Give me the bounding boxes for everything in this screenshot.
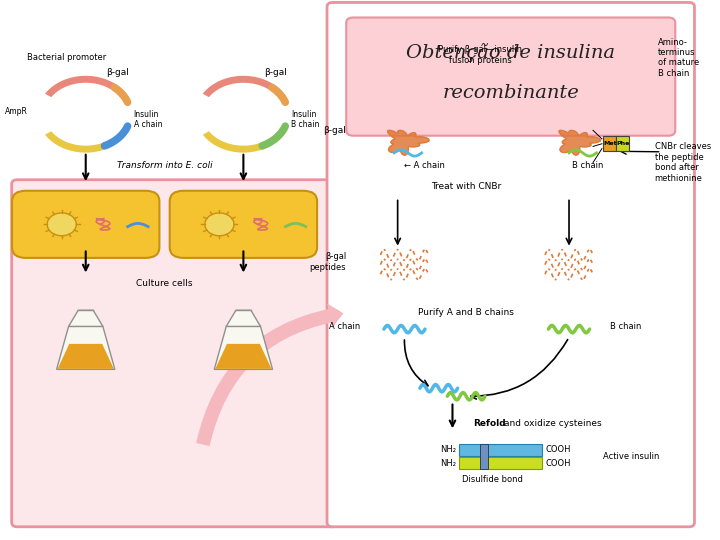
- Text: Phe: Phe: [616, 141, 629, 146]
- Text: ← A chain: ← A chain: [405, 161, 446, 170]
- Polygon shape: [559, 130, 600, 155]
- Text: COOH: COOH: [545, 459, 570, 468]
- Text: Active insulin: Active insulin: [603, 452, 660, 461]
- Text: CNBr cleaves
the peptide
bond after
methionine: CNBr cleaves the peptide bond after meth…: [654, 143, 711, 183]
- Text: Culture cells: Culture cells: [136, 279, 193, 288]
- Text: Treat with CNBr: Treat with CNBr: [431, 182, 501, 191]
- Polygon shape: [215, 344, 271, 369]
- Polygon shape: [57, 326, 115, 369]
- Text: Amino-
terminus
of mature
B chain: Amino- terminus of mature B chain: [658, 38, 699, 78]
- FancyBboxPatch shape: [12, 180, 338, 527]
- Text: Transform into E. coli: Transform into E. coli: [117, 161, 212, 170]
- Text: Met: Met: [603, 141, 616, 146]
- Polygon shape: [68, 310, 103, 326]
- Text: Obtenção de insulina: Obtenção de insulina: [406, 43, 616, 62]
- Text: β-gal: β-gal: [323, 126, 346, 135]
- Polygon shape: [215, 326, 273, 369]
- Text: β-gal: β-gal: [107, 68, 129, 77]
- Text: Refold: Refold: [473, 418, 505, 428]
- FancyBboxPatch shape: [616, 136, 629, 151]
- FancyBboxPatch shape: [603, 136, 616, 151]
- FancyArrowPatch shape: [196, 303, 343, 446]
- Text: B chain: B chain: [610, 322, 642, 331]
- Text: Disulfide bond: Disulfide bond: [462, 475, 523, 484]
- Text: Bacterial promoter: Bacterial promoter: [27, 53, 107, 62]
- FancyBboxPatch shape: [459, 457, 541, 469]
- Polygon shape: [58, 344, 114, 369]
- Text: B chain: B chain: [572, 161, 604, 170]
- Polygon shape: [226, 310, 261, 326]
- FancyBboxPatch shape: [480, 444, 488, 469]
- Text: Insulin
B chain: Insulin B chain: [292, 110, 320, 129]
- Text: Purify β-gal—insulin
fusion proteins: Purify β-gal—insulin fusion proteins: [438, 45, 522, 65]
- Text: recombinante: recombinante: [442, 84, 579, 102]
- FancyBboxPatch shape: [170, 191, 317, 258]
- Circle shape: [204, 213, 234, 236]
- Text: COOH: COOH: [545, 446, 570, 455]
- FancyBboxPatch shape: [12, 191, 159, 258]
- Text: AmpR: AmpR: [4, 107, 27, 116]
- Text: NH₂: NH₂: [440, 446, 456, 455]
- Text: NH₂: NH₂: [440, 459, 456, 468]
- Text: β-gal: β-gal: [264, 68, 287, 77]
- FancyBboxPatch shape: [346, 17, 675, 136]
- Text: Purify A and B chains: Purify A and B chains: [418, 308, 514, 318]
- FancyBboxPatch shape: [459, 444, 541, 456]
- FancyBboxPatch shape: [327, 3, 695, 527]
- Text: and oxidize cysteines: and oxidize cysteines: [504, 418, 601, 428]
- Text: β-gal
peptides: β-gal peptides: [310, 252, 346, 272]
- Circle shape: [48, 213, 76, 236]
- Text: Insulin
A chain: Insulin A chain: [134, 110, 162, 129]
- Text: A chain: A chain: [329, 322, 360, 331]
- Polygon shape: [387, 130, 429, 155]
